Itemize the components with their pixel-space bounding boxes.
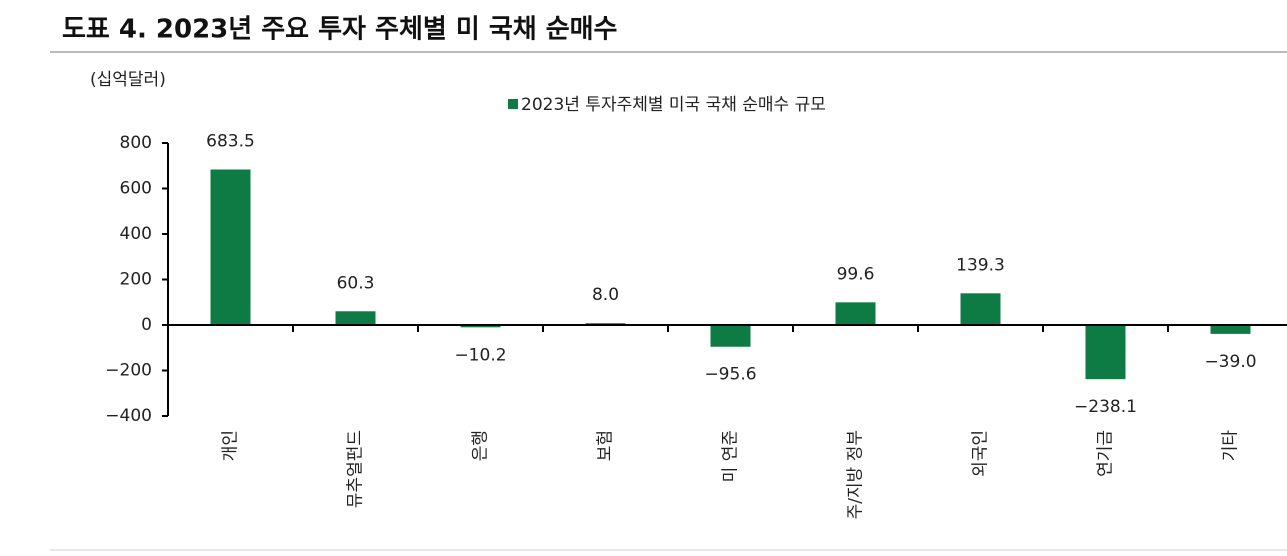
x-tick-label: 은행 [471, 430, 491, 461]
x-tick-label: 연기금 [1096, 430, 1116, 477]
bar [1210, 325, 1251, 334]
x-tick-label: 보험 [596, 430, 616, 461]
bar [210, 169, 251, 325]
legend-label: 2023년 투자주체별 미국 국채 순매수 규모 [521, 95, 826, 115]
value-label: 683.5 [206, 132, 255, 152]
value-label: −238.1 [1074, 397, 1137, 417]
legend-swatch [508, 99, 518, 109]
x-tick-label: 미 연준 [721, 430, 741, 482]
bar [710, 325, 751, 347]
y-tick-label: 400 [120, 224, 152, 244]
x-tick-label: 기타 [1221, 430, 1241, 462]
y-tick-label: 200 [120, 270, 152, 290]
y-tick-label: 0 [141, 315, 152, 335]
bar [1085, 325, 1126, 380]
bar [335, 311, 376, 325]
value-label: −39.0 [1204, 352, 1256, 372]
bar [835, 302, 876, 325]
y-axis-unit: (십억달러) [90, 70, 166, 90]
value-label: −95.6 [704, 365, 756, 385]
x-tick-label: 주/지방 정부 [846, 430, 866, 519]
x-tick-label: 외국인 [971, 430, 991, 477]
bar [460, 325, 501, 328]
x-tick-label: 개인 [221, 430, 241, 461]
chart-title: 도표 4. 2023년 주요 투자 주체별 미 국채 순매수 [62, 15, 617, 45]
y-tick-label: −400 [105, 406, 152, 426]
bar [960, 293, 1001, 325]
y-tick-label: −200 [105, 361, 152, 381]
x-tick-label: 뮤추얼펀드 [346, 430, 366, 508]
value-label: 139.3 [956, 255, 1005, 275]
y-tick-label: 800 [120, 133, 152, 153]
value-label: 99.6 [837, 264, 875, 284]
value-label: 8.0 [592, 285, 619, 305]
value-label: −10.2 [454, 345, 506, 365]
value-label: 60.3 [337, 273, 375, 293]
y-tick-label: 600 [120, 179, 152, 199]
